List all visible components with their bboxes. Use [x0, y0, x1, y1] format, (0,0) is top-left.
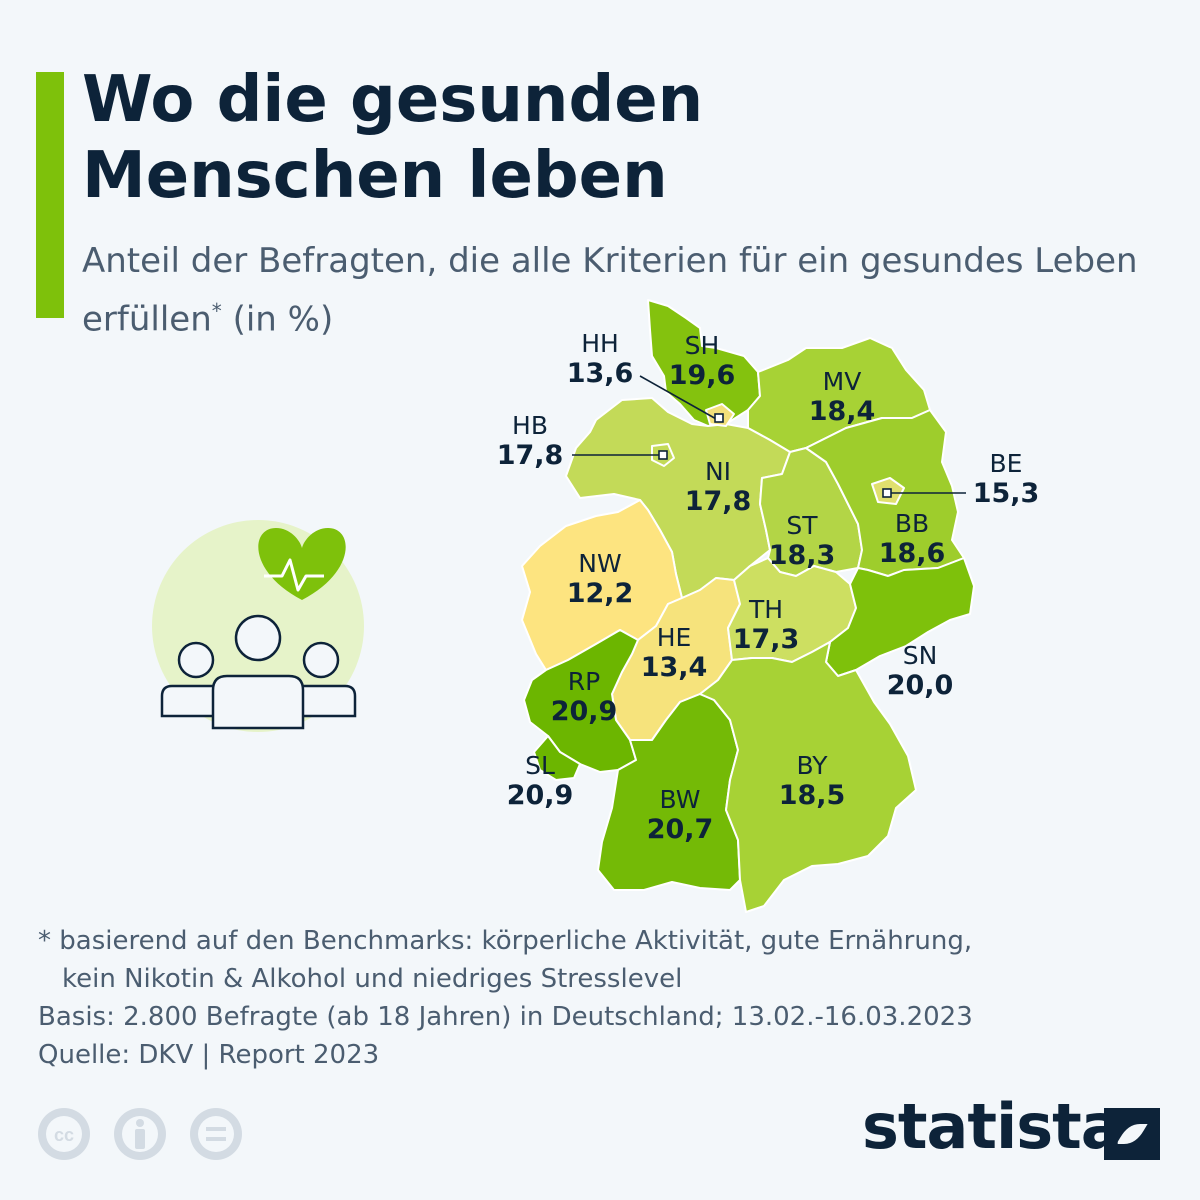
label-HH-value: 13,6 — [567, 358, 634, 389]
attribution-icon[interactable] — [114, 1108, 166, 1160]
label-BY-code: BY — [796, 751, 828, 780]
label-BB-code: BB — [895, 509, 929, 538]
healthy-people-illustration — [152, 520, 364, 732]
subtitle-footnote-mark: * — [211, 299, 222, 323]
label-SH-code: SH — [685, 331, 720, 360]
label-BB-value: 18,6 — [879, 538, 946, 569]
marker-HH — [714, 413, 724, 423]
label-SL-code: SL — [525, 751, 555, 780]
basis-line: Basis: 2.800 Befragte (ab 18 Jahren) in … — [38, 1002, 973, 1032]
statista-logo[interactable]: statista — [862, 1090, 1123, 1163]
label-HE-value: 13,4 — [641, 652, 708, 683]
label-NW-value: 12,2 — [567, 578, 634, 609]
label-SN-code: SN — [903, 641, 938, 670]
label-MV-code: MV — [823, 367, 862, 396]
subtitle: Anteil der Befragten, die alle Kriterien… — [82, 236, 1142, 344]
people-icon — [160, 614, 357, 730]
source-line: Quelle: DKV | Report 2023 — [38, 1040, 380, 1070]
pulse-line-icon — [264, 558, 324, 592]
leader-line-HH — [639, 375, 719, 421]
label-HH-code: HH — [581, 329, 619, 358]
footnote-line-2: kein Nikotin & Alkohol und niedriges Str… — [62, 964, 683, 994]
label-BY-value: 18,5 — [779, 780, 846, 811]
statista-logo-mark-icon — [1104, 1108, 1160, 1160]
label-SN-value: 20,0 — [887, 670, 954, 701]
label-ST-code: ST — [786, 511, 818, 540]
title-line-2: Menschen leben — [82, 139, 668, 213]
label-BE-value: 15,3 — [973, 478, 1040, 509]
region-BY — [699, 641, 917, 913]
page-title: Wo die gesunden Menschen leben — [82, 62, 882, 214]
subtitle-text: Anteil der Befragten, die alle Kriterien… — [82, 241, 1138, 340]
label-NI-value: 17,8 — [685, 486, 752, 517]
region-SL — [533, 735, 581, 781]
svg-text:cc: cc — [54, 1125, 74, 1145]
cc-icon[interactable]: cc — [38, 1108, 90, 1160]
label-RP-value: 20,9 — [551, 696, 618, 727]
label-HB-value: 17,8 — [497, 440, 564, 471]
label-BE-code: BE — [990, 449, 1023, 478]
label-RP-code: RP — [568, 667, 600, 696]
label-NW-code: NW — [578, 549, 621, 578]
label-NI-code: NI — [705, 457, 731, 486]
footnote: * basierend auf den Benchmarks: körperli… — [38, 922, 1158, 1074]
label-HE-code: HE — [657, 623, 692, 652]
label-TH-value: 17,3 — [733, 624, 800, 655]
heart-icon — [258, 528, 346, 600]
label-BW-value: 20,7 — [647, 814, 714, 845]
subtitle-unit: (in %) — [221, 299, 334, 340]
title-line-1: Wo die gesunden — [82, 63, 704, 137]
label-ST-value: 18,3 — [769, 540, 836, 571]
marker-HB — [658, 450, 668, 460]
no-derivatives-icon[interactable] — [190, 1108, 242, 1160]
license-icons: cc — [38, 1108, 242, 1160]
label-MV-value: 18,4 — [809, 396, 876, 427]
label-HB-code: HB — [512, 411, 548, 440]
label-SL-value: 20,9 — [507, 780, 574, 811]
marker-BE — [882, 488, 892, 498]
region-SN — [825, 557, 975, 677]
footnote-line-1: * basierend auf den Benchmarks: körperli… — [38, 926, 973, 956]
label-BW-code: BW — [660, 785, 701, 814]
label-TH-code: TH — [748, 595, 783, 624]
accent-bar — [36, 72, 64, 318]
label-SH-value: 19,6 — [669, 360, 736, 391]
